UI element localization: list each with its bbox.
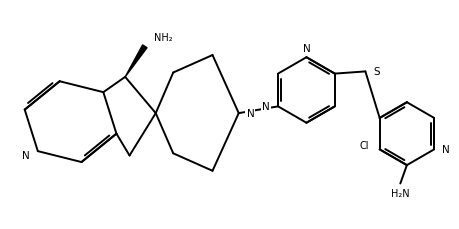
Text: S: S [372, 67, 379, 77]
Text: N: N [22, 151, 30, 161]
Text: H₂N: H₂N [390, 188, 409, 198]
Text: N: N [302, 44, 310, 54]
Text: N: N [246, 109, 254, 119]
Polygon shape [125, 46, 147, 78]
Text: NH₂: NH₂ [153, 33, 172, 43]
Text: Cl: Cl [358, 140, 368, 150]
Text: N: N [262, 102, 269, 112]
Text: N: N [441, 145, 449, 155]
